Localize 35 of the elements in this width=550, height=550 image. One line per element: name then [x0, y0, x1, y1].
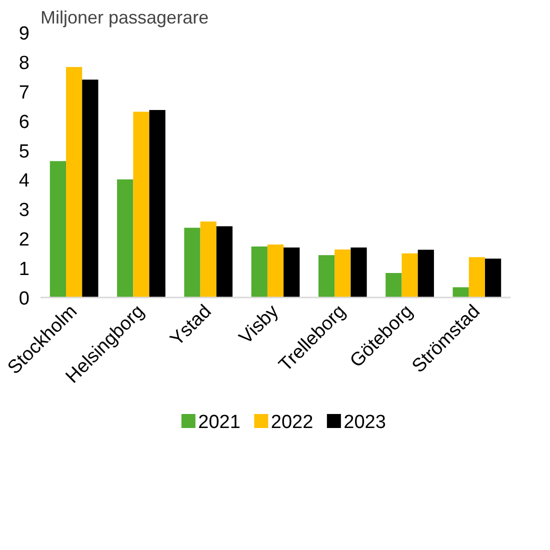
bar — [50, 161, 66, 298]
bar — [117, 179, 134, 298]
bar — [318, 255, 335, 298]
bar — [267, 244, 284, 298]
bar — [334, 250, 351, 298]
y-tick-label: 7 — [18, 82, 30, 104]
bar — [452, 287, 469, 298]
bar — [418, 250, 434, 298]
y-tick-label: 0 — [18, 288, 30, 310]
bar — [149, 110, 166, 298]
bar — [82, 80, 98, 298]
bar — [184, 228, 200, 298]
bar — [66, 66, 82, 298]
y-tick-label: 4 — [18, 170, 30, 192]
bar — [200, 222, 216, 298]
bar — [284, 247, 300, 298]
bar — [402, 253, 418, 298]
y-tick-label: 9 — [18, 24, 30, 44]
bar — [468, 257, 485, 298]
legend-label: 2022 — [270, 412, 314, 433]
bar — [133, 112, 150, 298]
y-axis-title: Miljoner passagerare — [40, 8, 209, 28]
y-tick-label: 5 — [18, 141, 30, 162]
bar — [484, 258, 502, 298]
bar — [216, 226, 233, 298]
y-tick-label: 2 — [18, 230, 30, 251]
y-tick-label: 3 — [18, 200, 30, 222]
bar — [350, 247, 367, 298]
legend-label: 2023 — [344, 412, 386, 433]
legend-label: 2021 — [198, 412, 240, 433]
y-tick-label: 8 — [18, 52, 30, 74]
bar — [386, 273, 402, 298]
y-tick-label: 1 — [18, 259, 30, 280]
y-tick-label: 6 — [18, 112, 30, 133]
bar — [251, 246, 268, 298]
